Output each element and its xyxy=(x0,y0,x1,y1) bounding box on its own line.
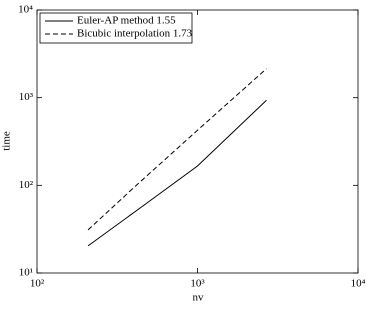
line xyxy=(87,68,267,231)
legend-label: Bicubic interpolation 1.73 xyxy=(77,28,193,40)
y-axis-label: time xyxy=(1,131,13,151)
line xyxy=(87,99,267,247)
y-tick-label: 10⁴ xyxy=(18,4,33,16)
x-tick-label: 10⁴ xyxy=(351,278,366,290)
legend-label: Euler-AP method 1.55 xyxy=(77,15,176,27)
x-tick-label: 10² xyxy=(30,278,45,290)
plot-frame xyxy=(36,9,359,274)
legend-box xyxy=(39,12,193,44)
y-tick-label: 10¹ xyxy=(19,267,33,279)
y-tick-label: 10² xyxy=(19,179,34,191)
x-axis-label: nv xyxy=(193,292,205,304)
y-tick-label: 10³ xyxy=(19,91,34,103)
x-tick-label: 10³ xyxy=(190,278,205,290)
